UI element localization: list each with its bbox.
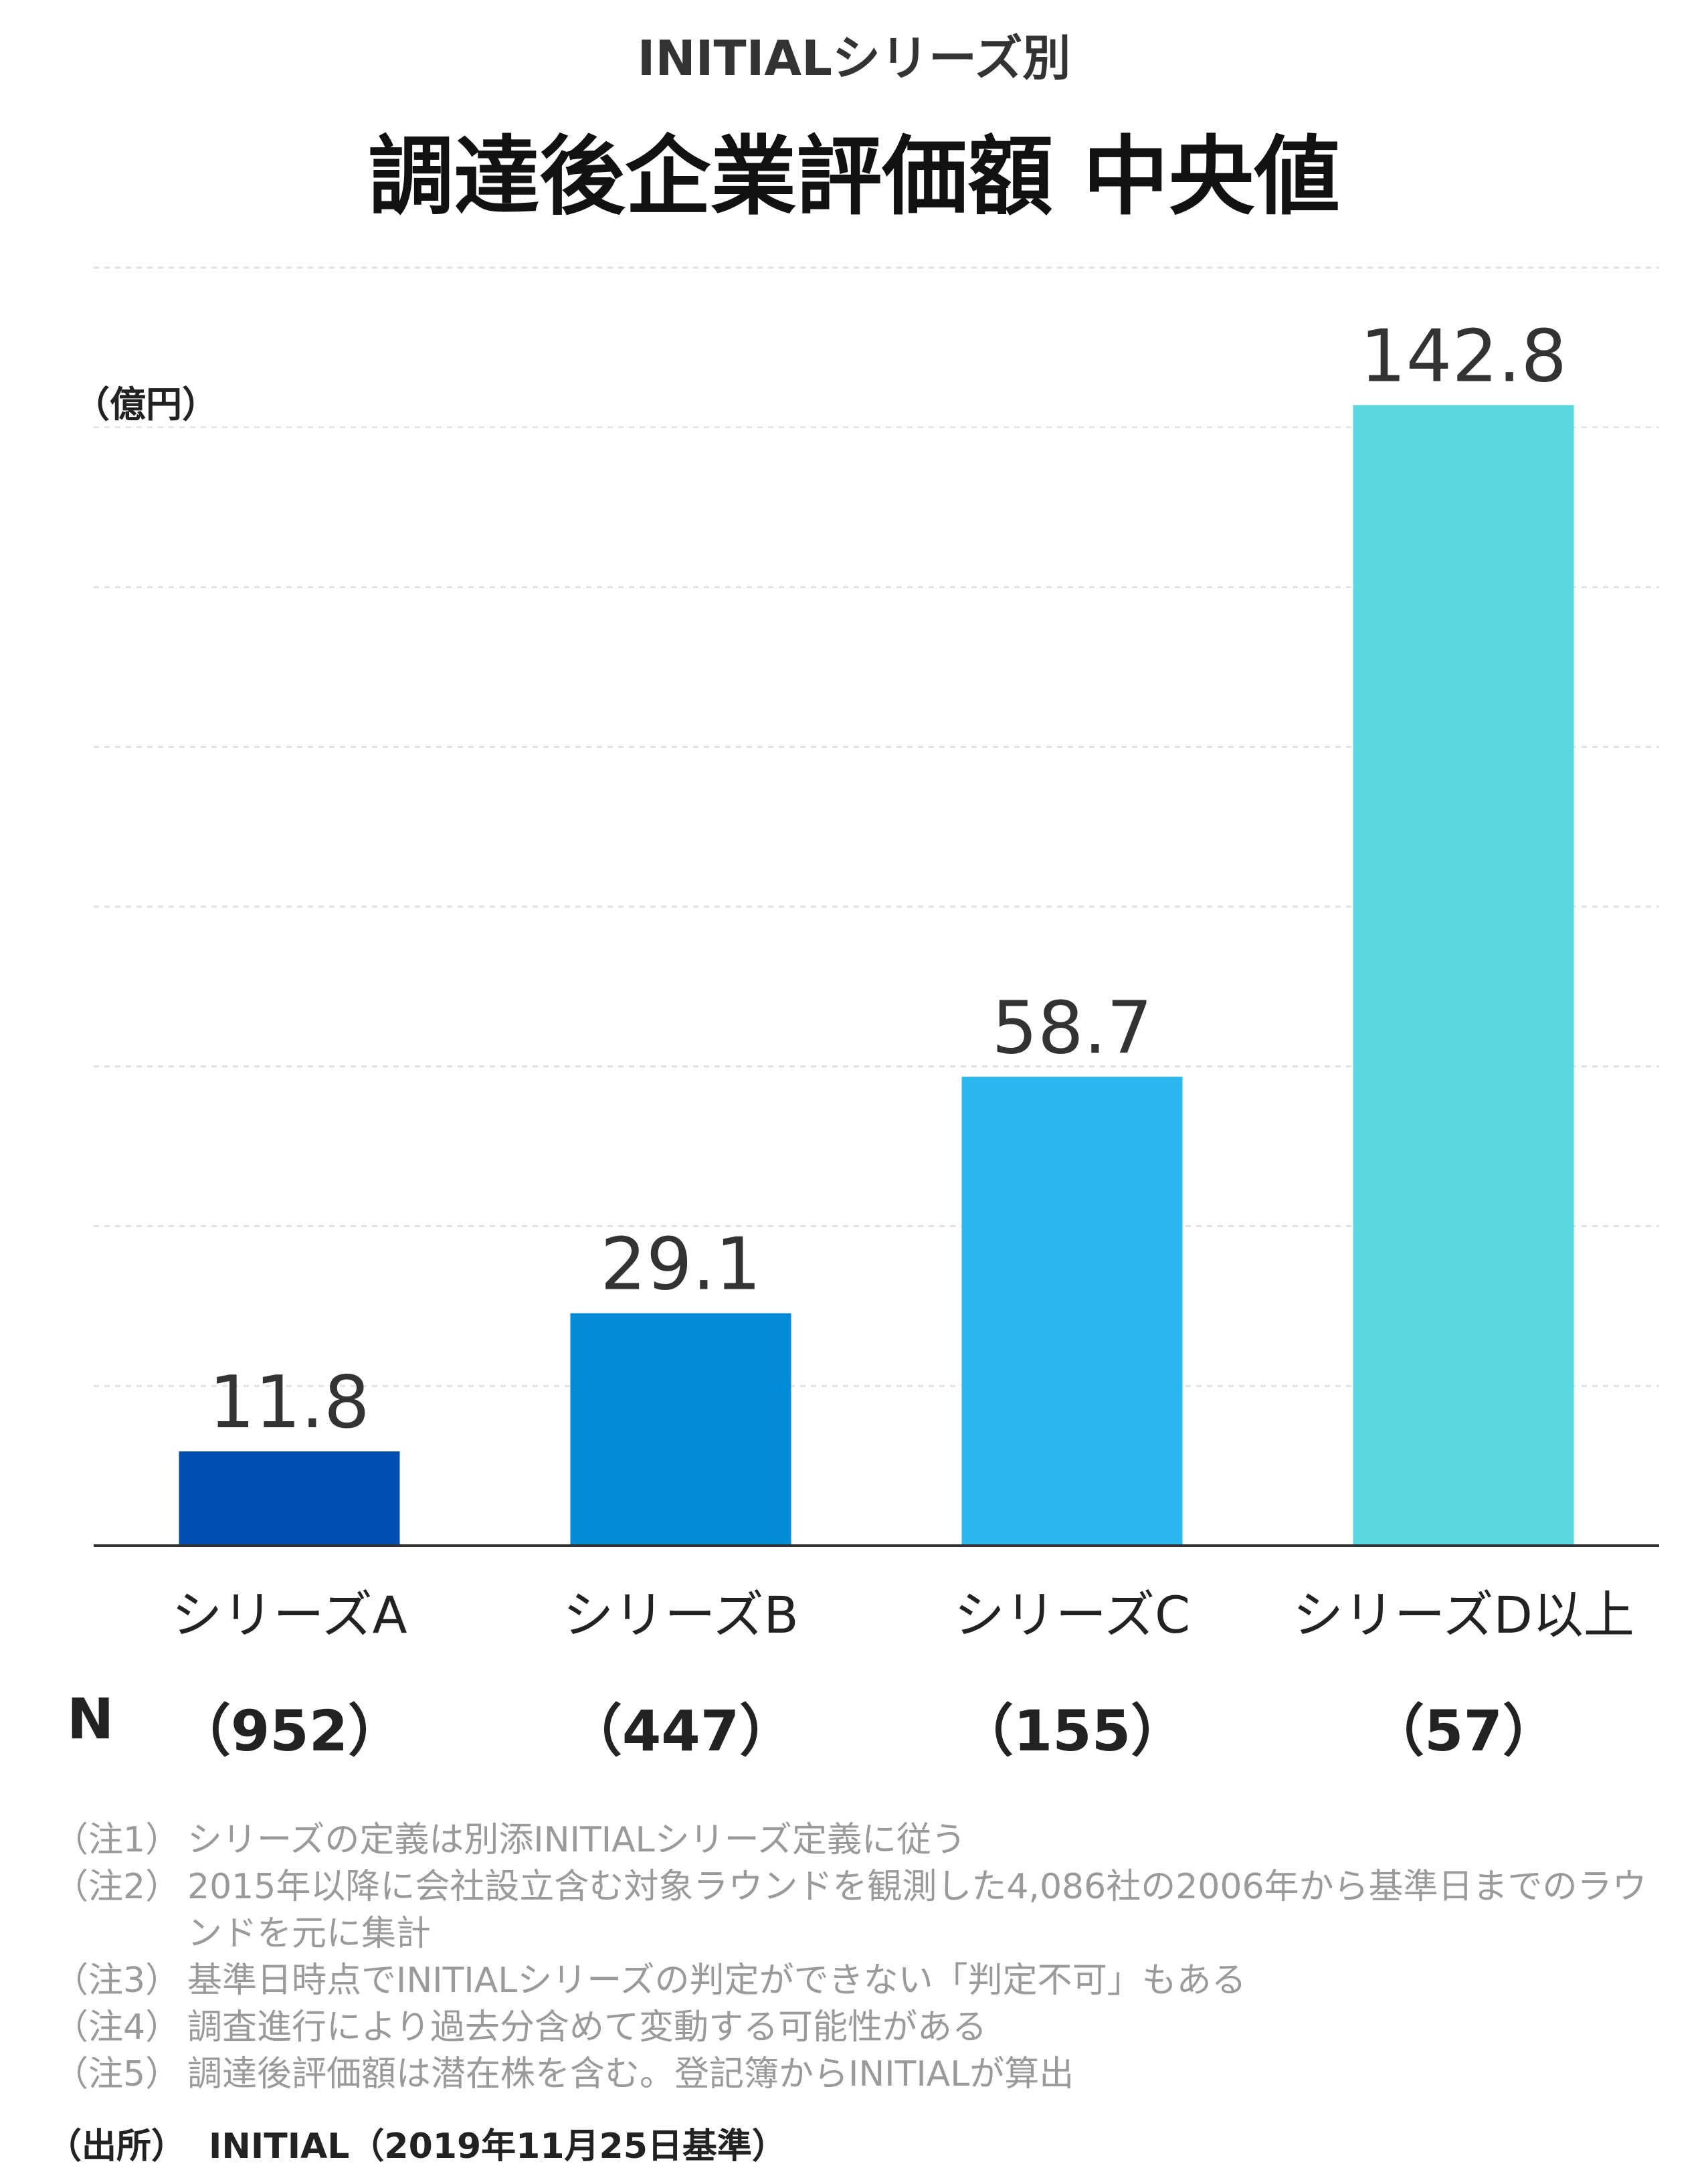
value-label-3: 58.7 [991, 986, 1152, 1070]
sample-size-series-c: （155） [957, 1698, 1188, 1764]
note-2: （注2） 2015年以降に会社設立含む対象ラウンドを観測した4,086社の200… [54, 1863, 1673, 1957]
y-axis-unit-label: （億円） [74, 383, 218, 426]
note-text: 2015年以降に会社設立含む対象ラウンドを観測した4,086社の2006年から基… [187, 1867, 1647, 1954]
note-3: （注3） 基準日時点でINITIALシリーズの判定ができない「判定不可」もある [54, 1957, 1673, 2004]
notes: （注1） シリーズの定義は別添INITIALシリーズ定義に従う （注2） 201… [54, 1817, 1673, 2098]
sample-size-label: N [67, 1686, 114, 1752]
note-text: シリーズの定義は別添INITIALシリーズ定義に従う [187, 1820, 967, 1860]
source-label: （出所） [47, 2126, 187, 2167]
category-label-1: シリーズA [171, 1585, 407, 1645]
chart-title: 調達後企業評価額 中央値 [368, 127, 1340, 227]
note-label: （注3） [54, 1961, 181, 2001]
value-label-2: 29.1 [600, 1223, 761, 1307]
value-label-4: 142.8 [1360, 314, 1567, 398]
note-label: （注1） [54, 1820, 181, 1860]
chart-subtitle: INITIALシリーズ別 [637, 30, 1071, 86]
source-credit: （出所） INITIAL（2019年11月25日基準） [47, 2118, 810, 2168]
bar-2 [570, 1313, 791, 1546]
category-labels: シリーズA シリーズB シリーズC シリーズD以上 [171, 1585, 1634, 1645]
sample-size-series-a: （952） [174, 1698, 405, 1764]
bar-3 [961, 1077, 1183, 1546]
bar-1 [179, 1451, 400, 1546]
note-text: 基準日時点でINITIALシリーズの判定ができない「判定不可」もある [187, 1961, 1246, 2001]
note-4: （注4） 調査進行により過去分含めて変動する可能性がある [54, 2004, 1673, 2051]
note-label: （注5） [54, 2054, 181, 2094]
bars [179, 405, 1574, 1546]
note-label: （注4） [54, 2007, 181, 2047]
sample-size-series-d: （57） [1368, 1698, 1559, 1764]
sample-size-series-b: （447） [565, 1698, 796, 1764]
category-label-3: シリーズC [954, 1585, 1190, 1645]
note-label: （注2） [54, 1867, 181, 1907]
note-text: 調査進行により過去分含めて変動する可能性がある [187, 2007, 987, 2047]
value-label-1: 11.8 [209, 1361, 369, 1445]
category-label-4: シリーズD以上 [1293, 1585, 1634, 1645]
gridlines [94, 266, 1659, 1387]
note-1: （注1） シリーズの定義は別添INITIALシリーズ定義に従う [54, 1817, 1673, 1863]
bar-chart: 11.8 29.1 58.7 142.8 シリーズA シリーズB シリーズC シリーズD以上 [94, 266, 1659, 1645]
value-labels: 11.8 29.1 58.7 142.8 [209, 314, 1567, 1445]
source-text: INITIAL（2019年11月25日基準） [209, 2126, 787, 2167]
note-5: （注5） 調達後評価額は潜在株を含む。登記簿からINITIALが算出 [54, 2051, 1673, 2098]
bar-4 [1353, 405, 1574, 1546]
note-text: 調達後評価額は潜在株を含む。登記簿からINITIALが算出 [187, 2054, 1074, 2094]
category-label-2: シリーズB [563, 1585, 798, 1645]
